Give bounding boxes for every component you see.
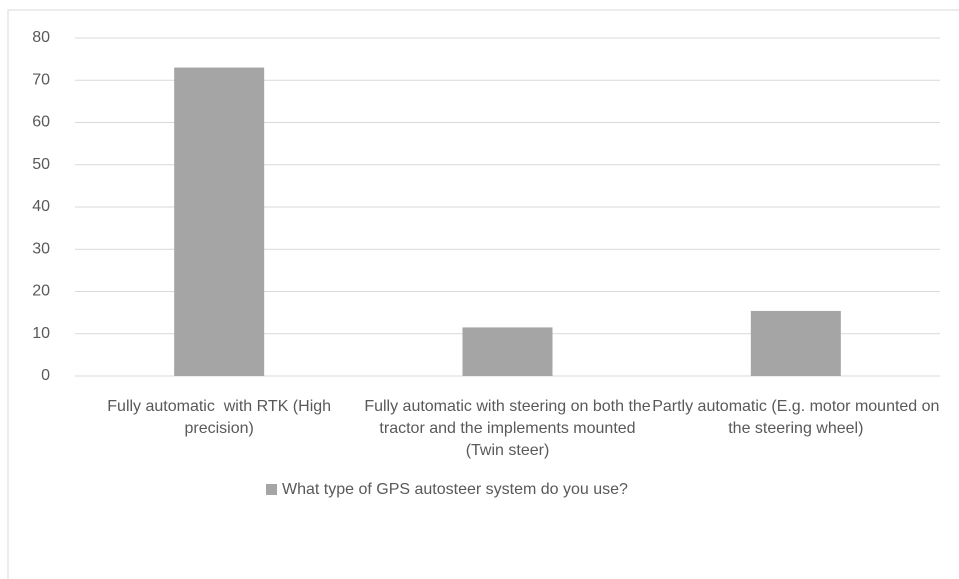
y-tick-label: 70: [32, 71, 50, 88]
x-tick-label: Fully automatic with RTK (High precision…: [107, 398, 336, 437]
x-tick-label: Fully automatic with steering on both th…: [364, 398, 656, 459]
bar: [750, 310, 841, 376]
y-tick-label: 50: [32, 156, 50, 173]
y-tick-label: 30: [32, 240, 50, 257]
y-tick-label: 0: [41, 367, 50, 384]
x-tick-label: Partly automatic (E.g. motor mounted on …: [652, 398, 944, 437]
legend-label: What type of GPS autosteer system do you…: [282, 481, 628, 498]
y-tick-label: 10: [32, 325, 50, 342]
bar: [462, 327, 553, 376]
y-tick-label: 80: [32, 29, 50, 46]
legend-swatch: [266, 484, 277, 495]
bar: [174, 67, 265, 376]
y-tick-label: 60: [32, 114, 50, 131]
chart-border: [7, 9, 959, 579]
y-tick-label: 20: [32, 283, 50, 300]
y-tick-label: 40: [32, 198, 50, 215]
